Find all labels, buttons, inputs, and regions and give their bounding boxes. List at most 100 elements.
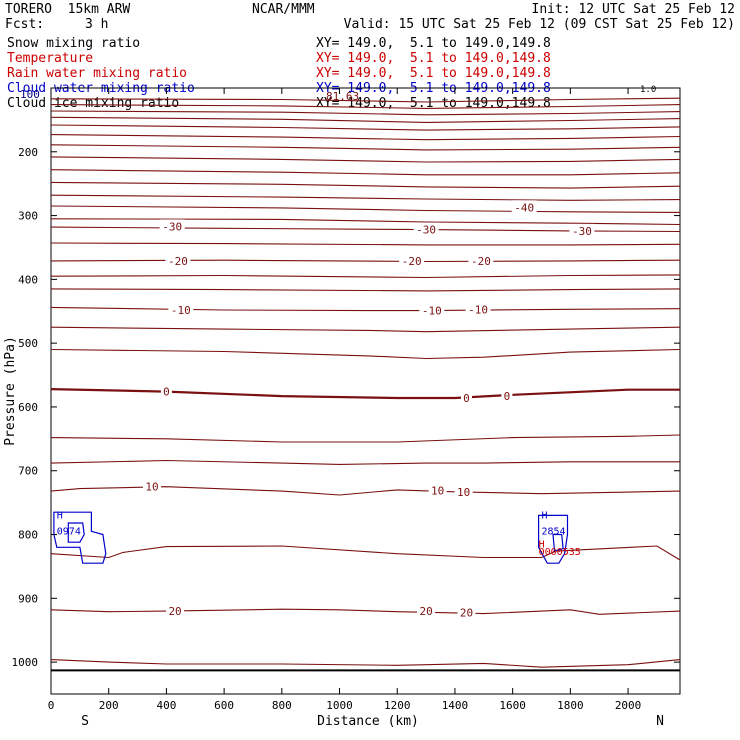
- legend-rain-name: Rain water mixing ratio: [7, 66, 188, 81]
- model-title: TORERO 15km ARW: [5, 2, 131, 17]
- forecast-label: Fcst:: [5, 17, 45, 32]
- y-tick-label: 700: [18, 465, 38, 478]
- isotherm-line: [50, 545, 681, 561]
- extrema-label: 2854: [542, 527, 566, 538]
- contour-label: -20: [471, 255, 491, 268]
- isotherm-line: [50, 144, 681, 151]
- valid-time: Valid: 15 UTC Sat 25 Feb 12 (09 CST Sat …: [343, 17, 735, 32]
- x-tick-label: 1400: [442, 699, 469, 712]
- x-tick-label: 1200: [384, 699, 411, 712]
- isotherm-line: [50, 348, 681, 360]
- forecast-value: 3 h: [85, 17, 109, 32]
- contour-label: 20: [419, 605, 432, 618]
- contour-label: 0: [504, 390, 511, 403]
- legend-snow-xy: XY= 149.0, 5.1 to 149.0,149.8: [316, 36, 551, 51]
- isotherm-line: [50, 124, 681, 131]
- contour-label: -10: [422, 305, 442, 318]
- y-axis-title: Pressure (hPa): [3, 336, 18, 446]
- isotherm-line: [50, 226, 681, 233]
- contour-label-layer: -40 -30 -30 -30 -20 -20 -20 -10 -10 -10 0 0 0 10 10 10 2…: [57, 200, 595, 619]
- isotherm-line: [50, 608, 681, 615]
- isotherm-layer: [50, 97, 681, 672]
- contour-label: -20: [402, 255, 422, 268]
- cloud-water-layer: [53, 511, 569, 564]
- x-axis-title: Distance (km): [317, 714, 419, 729]
- y-tick-label: 400: [18, 273, 38, 286]
- x-tick-label: 1600: [499, 699, 526, 712]
- contour-label-bg: [165, 253, 191, 267]
- isotherm-line: [50, 156, 681, 163]
- isotherm-line: [50, 110, 681, 116]
- contour-label-bg: [413, 222, 439, 236]
- extrema-label: H: [539, 539, 545, 550]
- contour-label: -30: [162, 220, 182, 233]
- contour-label-bg: [419, 303, 445, 317]
- y-tick-label: 600: [18, 401, 38, 414]
- isotherm-line: [50, 194, 681, 201]
- contour-label: 0: [163, 386, 170, 399]
- cloud-water-contour: [552, 533, 564, 552]
- legend-cloudice-xy: XY= 149.0, 5.1 to 149.0,149.8: [316, 96, 551, 111]
- x-tick-label: 1800: [557, 699, 584, 712]
- isotherm-line: [50, 486, 681, 496]
- isotherm-line: [50, 116, 681, 123]
- x-tick-label: 800: [272, 699, 292, 712]
- contour-label: 20: [460, 606, 473, 619]
- x-tick-label: 400: [156, 699, 176, 712]
- isotherm-line: [50, 459, 680, 465]
- cloud-water-contour: [538, 514, 569, 564]
- cloud-water-contour: [67, 522, 85, 543]
- isotherm-line: [50, 181, 681, 189]
- contour-label-bg: [159, 219, 185, 233]
- contour-label-bg: [460, 391, 472, 405]
- contour-label-bg: [168, 302, 194, 316]
- isotherm-line: [50, 288, 681, 292]
- contour-label: -40: [514, 201, 534, 214]
- contour-label-bg: [142, 479, 161, 493]
- contour-label-bg: [454, 484, 473, 498]
- isotherm-line: [50, 134, 681, 141]
- contour-label-bg: [166, 604, 185, 618]
- legend-snow-name: Snow mixing ratio: [7, 36, 141, 51]
- legend-cloudice-name: Cloud ice mixing ratio: [7, 96, 180, 111]
- isotherm-line: [50, 306, 681, 312]
- extrema-label: 0974: [57, 527, 81, 538]
- extrema-label: H: [57, 511, 63, 522]
- cloud-water-contour: [53, 511, 107, 564]
- contour-label-bg: [399, 253, 425, 267]
- contour-label-bg: [160, 384, 172, 398]
- x-tick-label: 200: [99, 699, 119, 712]
- contour-label-bg: [417, 604, 436, 618]
- contour-label: -30: [416, 224, 436, 237]
- isotherm-line: [50, 259, 681, 263]
- top-fragment-3: 1.0: [640, 85, 656, 95]
- x-end-label-right: N: [656, 714, 664, 729]
- x-end-label-left: S: [81, 714, 89, 729]
- legend-rain-xy: XY= 149.0, 5.1 to 149.0,149.8: [316, 66, 551, 81]
- legend-temperature-name: Temperature: [7, 51, 94, 66]
- contour-label-bg: [569, 223, 595, 237]
- contour-label: 10: [457, 486, 470, 499]
- y-tick-label: 500: [18, 337, 38, 350]
- extrema-label: H: [542, 511, 548, 522]
- contour-label-bg: [468, 253, 494, 267]
- isotherm-line: [50, 388, 680, 400]
- legend-temperature-xy: XY= 149.0, 5.1 to 149.0,149.8: [316, 51, 551, 66]
- y-tick-label: 1000: [12, 656, 39, 669]
- y-tick-label: 800: [18, 529, 38, 542]
- contour-label-bg: [428, 483, 447, 497]
- contour-label-bg: [501, 389, 513, 403]
- contour-label: 20: [168, 605, 181, 618]
- x-tick-label: 1000: [326, 699, 353, 712]
- legend-cloudwater-xy: XY= 149.0, 5.1 to 149.0,149.8: [316, 81, 551, 96]
- isotherm-line: [50, 434, 681, 443]
- y-tick-label: 900: [18, 592, 38, 605]
- plot-frame: [50, 87, 681, 695]
- x-tick-label: 600: [214, 699, 234, 712]
- y-tick-label: 200: [18, 146, 38, 159]
- contour-label: -30: [572, 225, 592, 238]
- contour-label-bg: [465, 302, 491, 316]
- contour-label: -10: [468, 303, 488, 316]
